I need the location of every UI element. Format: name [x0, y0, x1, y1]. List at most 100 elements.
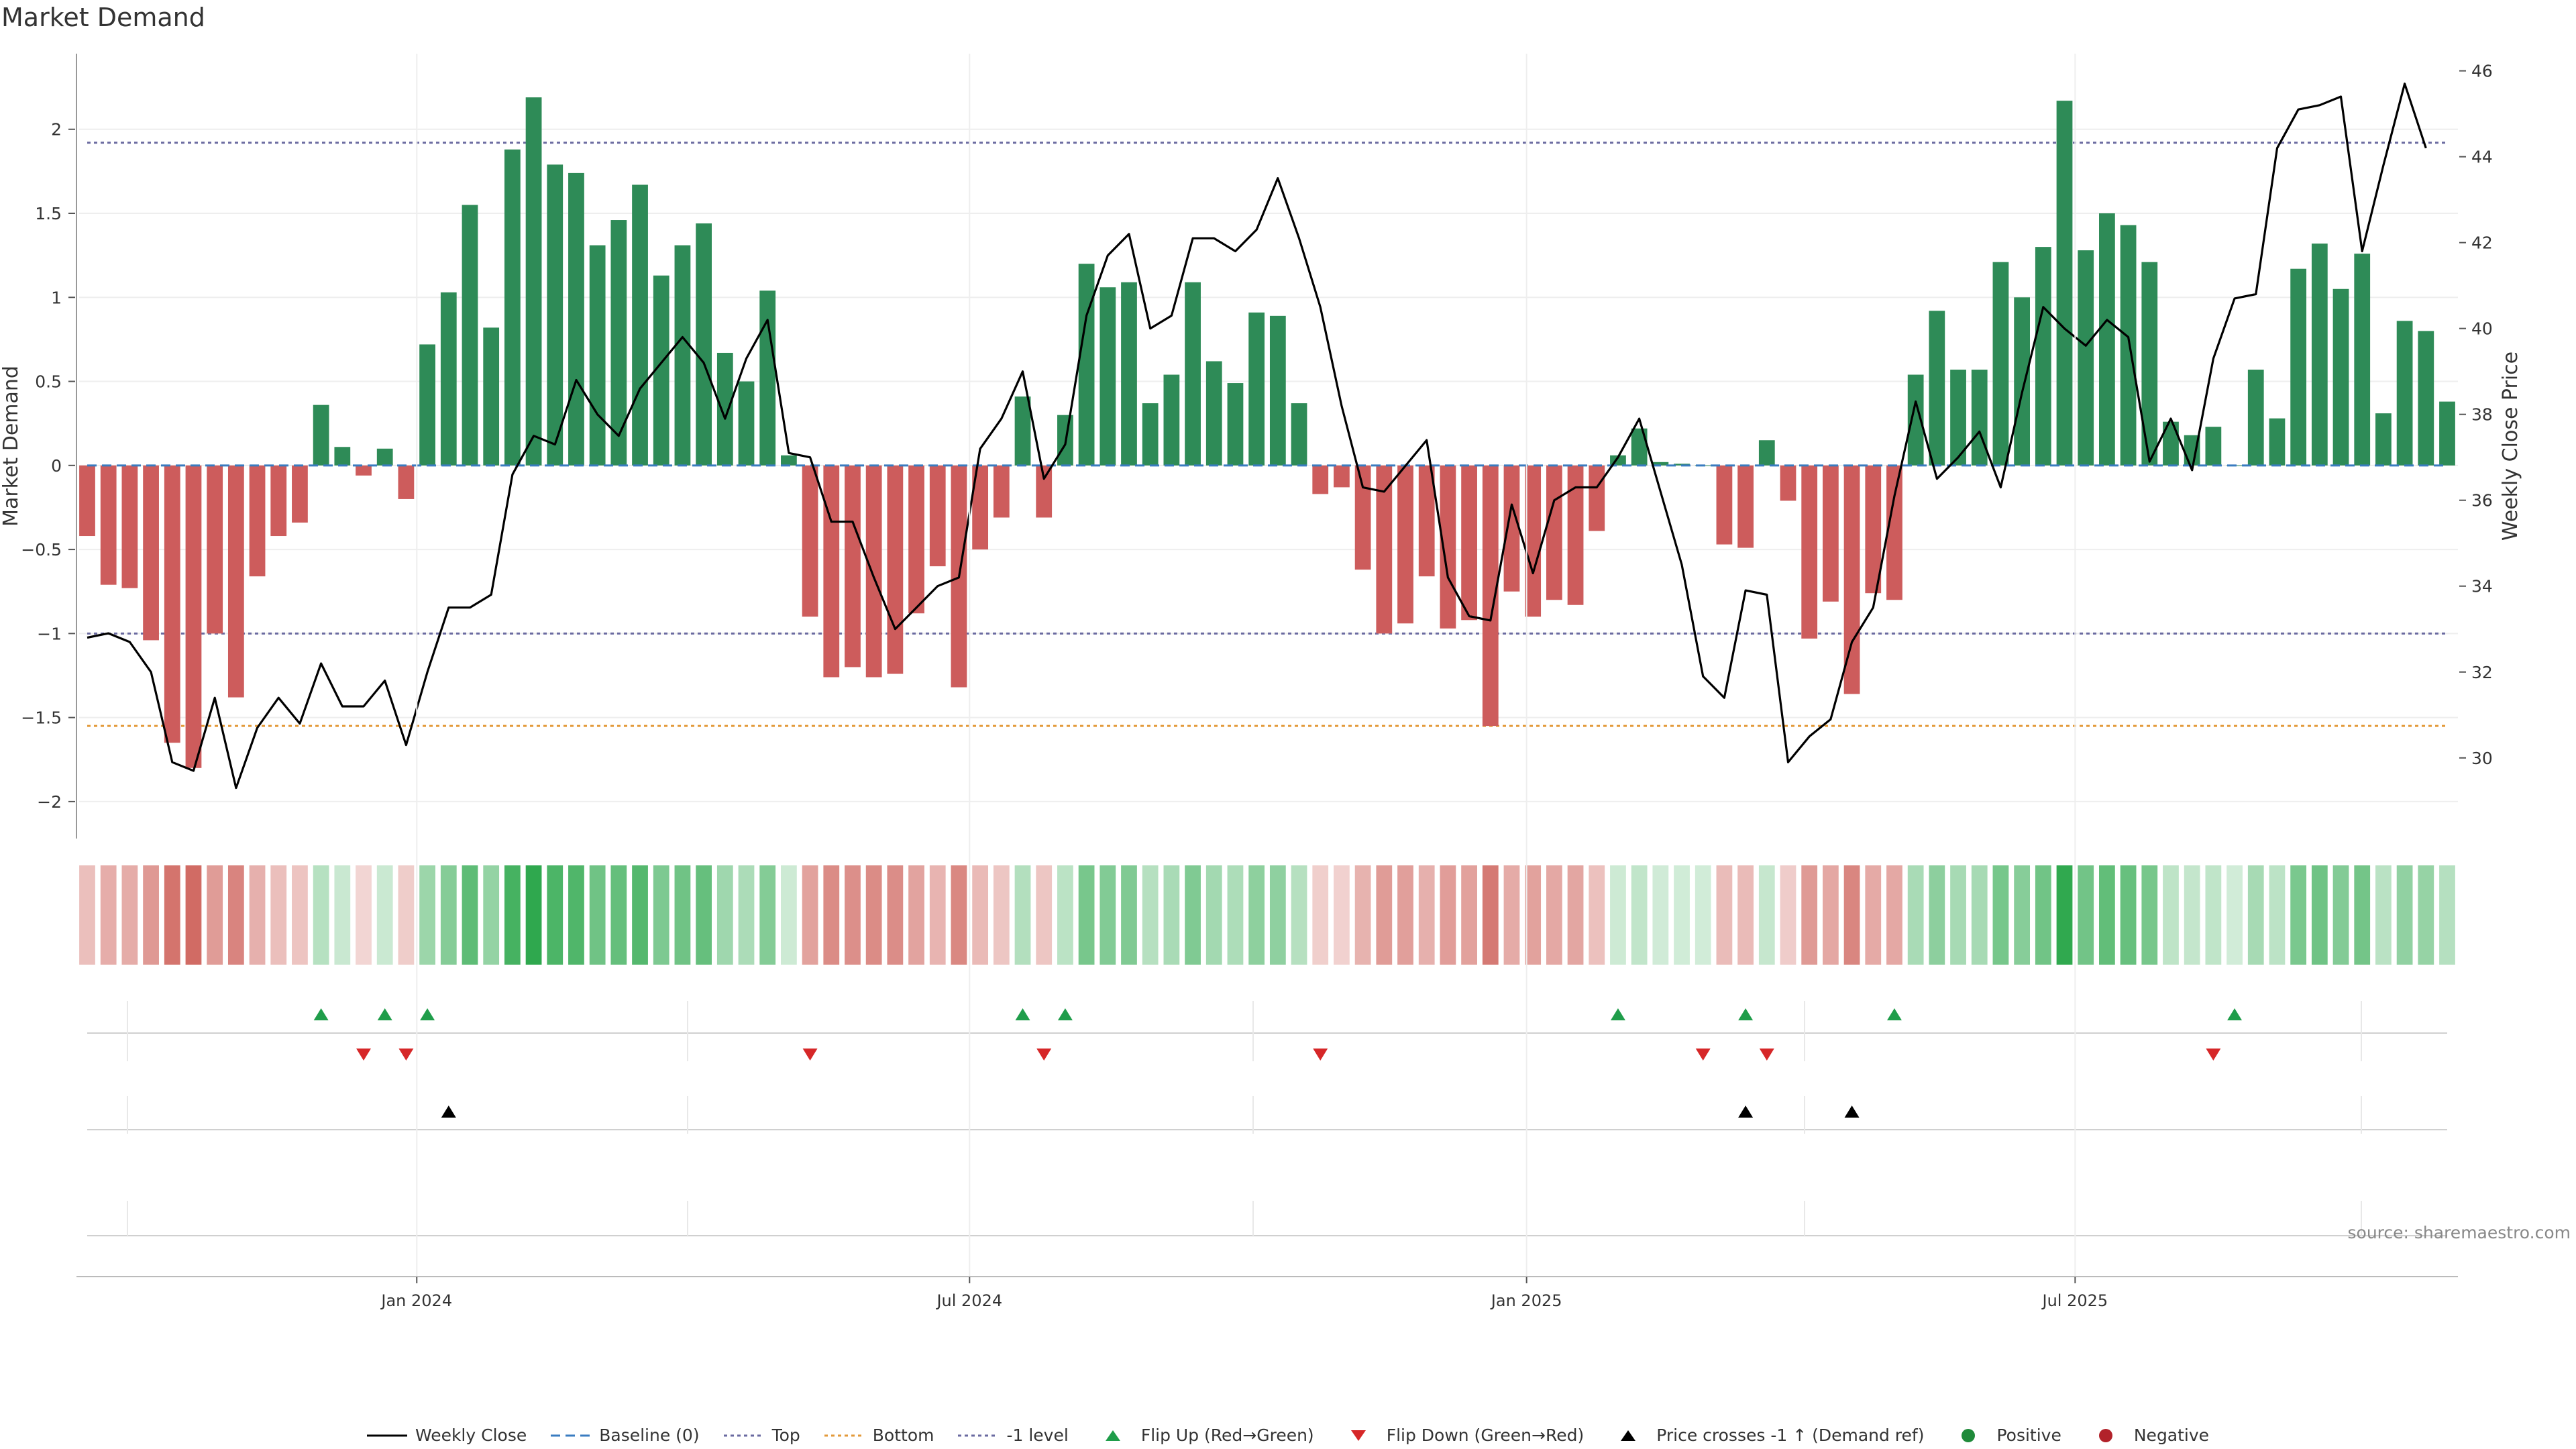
heat-strip-cell	[759, 865, 776, 965]
demand-bar	[1652, 462, 1669, 466]
demand-bar	[823, 465, 840, 678]
triangle-up-icon	[1105, 1430, 1120, 1441]
flip-up-marker	[313, 1008, 329, 1020]
heat-strip-cell	[1971, 865, 1988, 965]
heat-strip-cell	[845, 865, 861, 965]
heat-strip-cell	[2396, 865, 2413, 965]
legend-item: Weekly Close	[366, 1426, 527, 1445]
legend-label: Price crosses -1 ↑ (Demand ref)	[1656, 1426, 1925, 1445]
y-tick-label: −0.5	[21, 540, 62, 559]
demand-bar	[1269, 315, 1286, 466]
heat-strip-cell	[951, 865, 967, 965]
triangle-up-black-icon	[1621, 1430, 1636, 1441]
demand-bar	[887, 465, 904, 674]
price-cross-marker	[1844, 1106, 1860, 1118]
demand-bar	[398, 465, 415, 499]
y2-tick-label: 30	[2471, 749, 2493, 768]
demand-bar	[2354, 254, 2371, 466]
heat-strip-cell	[1185, 865, 1201, 965]
demand-bar	[356, 465, 372, 476]
y-tick-label: −1	[37, 624, 62, 643]
legend-item: Flip Down (Green→Red)	[1338, 1426, 1584, 1445]
demand-bar	[1205, 361, 1222, 466]
dot-red-icon	[2098, 1428, 2112, 1442]
flip-up-marker	[1886, 1008, 1902, 1020]
heat-strip-cell	[2247, 865, 2264, 965]
heat-strip-cell	[1291, 865, 1307, 965]
demand-bar	[2205, 427, 2222, 466]
heat-strip-cell	[1758, 865, 1775, 965]
heat-strip-cell	[270, 865, 287, 965]
heat-strip-cell	[1312, 865, 1329, 965]
x-tick-label: Jan 2024	[380, 1291, 452, 1310]
heat-strip-cell	[887, 865, 904, 965]
heat-strip-cell	[1610, 865, 1626, 965]
demand-bar	[845, 465, 861, 667]
legend-item: Price crosses -1 ↑ (Demand ref)	[1608, 1426, 1924, 1445]
flip-down-marker	[356, 1049, 372, 1061]
heat-strip-cell	[2056, 865, 2073, 965]
demand-bar	[2078, 250, 2094, 466]
heat-strip-cell	[2375, 865, 2392, 965]
demand-bar	[1461, 465, 1477, 621]
y-tick-label: 0	[51, 456, 62, 476]
heat-strip-cell	[504, 865, 521, 965]
heat-strip-cell	[696, 865, 712, 965]
legend-item: Flip Up (Red→Green)	[1093, 1426, 1314, 1445]
demand-bar	[1822, 465, 1839, 602]
demand-bar	[1036, 465, 1053, 518]
demand-bar	[610, 220, 627, 466]
legend-line-swatch	[723, 1434, 764, 1436]
demand-bar	[483, 327, 500, 466]
y-tick-label: 0.5	[35, 372, 62, 392]
heat-strip-cell	[2418, 865, 2434, 965]
demand-bar	[1716, 465, 1733, 545]
y-tick-label: 2	[51, 120, 62, 140]
flip-up-marker	[1057, 1008, 1073, 1020]
flip-down-marker	[1313, 1049, 1328, 1061]
heat-strip-cell	[2332, 865, 2349, 965]
heat-strip-cell	[2439, 865, 2455, 965]
heat-strip-cell	[2205, 865, 2222, 965]
demand-bar	[2269, 418, 2286, 466]
demand-bar	[79, 465, 95, 537]
demand-bar	[738, 381, 755, 466]
heat-strip-cell	[207, 865, 223, 965]
demand-bar	[2035, 247, 2051, 466]
heat-strip-cell	[249, 865, 266, 965]
heat-strip-cell	[823, 865, 840, 965]
heat-strip-cell	[79, 865, 95, 965]
demand-bar	[2120, 225, 2137, 466]
heat-strip-cell	[1121, 865, 1137, 965]
demand-bar	[462, 205, 478, 466]
demand-bar	[1121, 282, 1137, 466]
legend-item: -1 level	[958, 1426, 1069, 1445]
demand-bar	[249, 465, 266, 577]
heat-strip-cell	[1482, 865, 1499, 965]
flip-up-marker	[2227, 1008, 2243, 1020]
heat-strip-cell	[1036, 865, 1053, 965]
x-tick-label: Jan 2025	[1490, 1291, 1562, 1310]
heat-strip-cell	[313, 865, 329, 965]
demand-bar	[1397, 465, 1413, 624]
heat-strip-cell	[1227, 865, 1244, 965]
heat-strip-cell	[2163, 865, 2179, 965]
heat-strip-cell	[1376, 865, 1393, 965]
heat-strip-cell	[2290, 865, 2307, 965]
demand-bar	[1248, 312, 1265, 466]
flip-down-marker	[1759, 1049, 1774, 1061]
demand-bar	[270, 465, 287, 537]
demand-bar	[1418, 465, 1435, 577]
flip-up-marker	[1015, 1008, 1030, 1020]
demand-bar	[2418, 331, 2434, 466]
demand-bar	[1525, 465, 1542, 617]
demand-bar	[121, 465, 138, 588]
demand-bar	[1227, 383, 1244, 466]
chart-title: Market Demand	[1, 3, 205, 32]
heat-strip-cell	[1163, 865, 1180, 965]
legend-line-swatch	[366, 1434, 407, 1436]
demand-bar	[1950, 370, 1966, 466]
heat-strip-cell	[1929, 865, 1945, 965]
heat-strip-cell	[1865, 865, 1882, 965]
heat-strip-cell	[1099, 865, 1116, 965]
